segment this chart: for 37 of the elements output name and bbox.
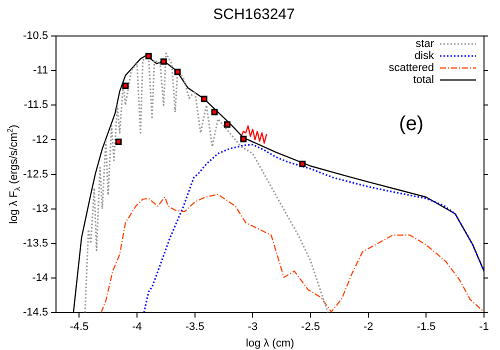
point	[240, 136, 247, 142]
point	[224, 121, 230, 128]
line-series	[143, 144, 484, 313]
chart-title: SCH163247	[213, 6, 295, 24]
x-tick-label: -1	[479, 321, 489, 334]
point	[122, 82, 129, 90]
legend-label: scattered	[388, 62, 434, 74]
x-tick-label: -1.5	[416, 321, 436, 334]
y-tick-label: -11	[32, 64, 48, 77]
y-tick-label: -10.5	[22, 30, 48, 42]
legend-label: total	[413, 74, 434, 86]
y-tick-label: -14.5	[22, 306, 48, 319]
y-tick-label: -12	[32, 134, 48, 146]
point	[160, 58, 167, 65]
x-tick-label: -3	[248, 321, 258, 334]
line-series	[100, 194, 484, 313]
point	[145, 52, 152, 60]
point	[200, 96, 208, 102]
legend-label: star	[416, 38, 434, 50]
annotation: (e)	[399, 113, 424, 136]
point	[115, 138, 122, 146]
y-tick-label: -13	[32, 202, 48, 215]
x-tick-label: -2.5	[301, 321, 320, 334]
x-tick-label: -4.5	[70, 321, 89, 334]
y-tick-label: -12.5	[22, 168, 48, 180]
line-series	[84, 52, 329, 313]
point	[174, 68, 181, 76]
point	[299, 160, 306, 168]
x-axis-title: log λ (cm)	[246, 337, 294, 350]
y-tick-label: -11.5	[24, 99, 48, 112]
x-tick-label: -4	[132, 321, 142, 334]
y-tick-label: -13.5	[22, 237, 48, 250]
x-tick-label: -2	[363, 321, 374, 334]
legend-label: disk	[414, 50, 434, 62]
x-tick-label: -3.5	[185, 321, 204, 334]
y-tick-label: -14	[32, 272, 48, 284]
point	[211, 108, 218, 116]
